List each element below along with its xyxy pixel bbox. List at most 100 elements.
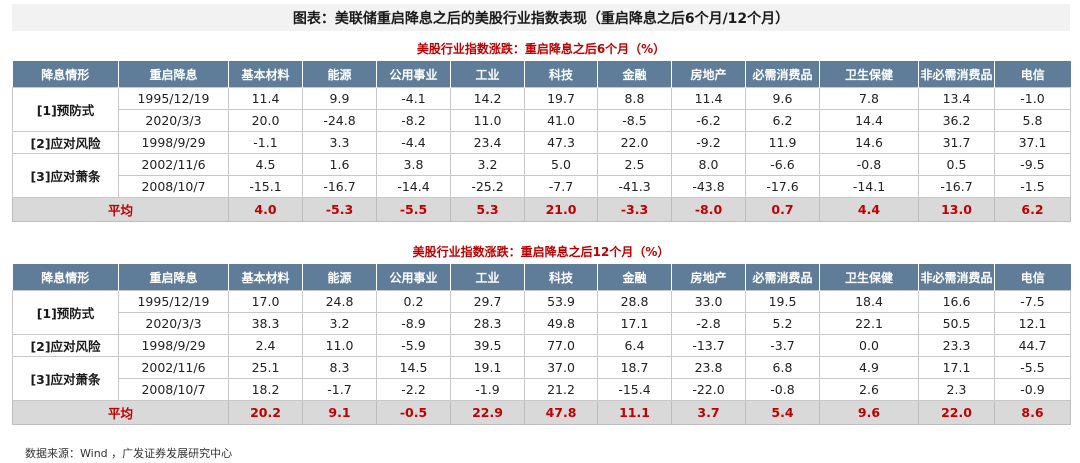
value-cell: -43.8 [671, 175, 746, 198]
column-header: 重启降息 [118, 264, 229, 291]
column-header: 卫生保健 [819, 264, 919, 291]
value-cell: 9.6 [745, 87, 820, 110]
value-cell: 18.2 [228, 378, 303, 401]
value-cell: 17.0 [228, 290, 303, 313]
value-cell: 37.1 [994, 131, 1071, 154]
table-12-months: 降息情形 重启降息 基本材料 能源 公用事业 工业 科技 金融 房地产 必需消费品 卫生保健 非必需消… [12, 264, 1071, 425]
average-value-cell: 13.0 [918, 197, 995, 222]
value-cell: -4.4 [376, 131, 451, 154]
value-cell: -3.7 [745, 334, 820, 357]
value-cell: 2.5 [597, 153, 672, 176]
table-row: 2008/10/7 -15.1 -16.7 -14.4 -25.2 -7.7 -41.3 -4… [13, 175, 1071, 198]
value-cell: 37.0 [524, 356, 598, 379]
value-cell: -14.4 [376, 175, 451, 198]
value-cell: 49.8 [524, 312, 598, 335]
value-cell: 23.4 [450, 131, 525, 154]
value-cell: -5.5 [994, 356, 1071, 379]
value-cell: 3.8 [376, 153, 451, 176]
scenario-label: [1]预防式 [12, 290, 119, 335]
value-cell: 14.5 [376, 356, 451, 379]
average-row: 平均 4.0 -5.3 -5.5 5.3 21.0 -3.3 -8.0 0.7 4.4 13.0 6.… [12, 197, 1071, 222]
value-cell: 36.2 [918, 109, 995, 132]
restart-date-cell: 2002/11/6 [118, 356, 229, 379]
value-cell: 77.0 [524, 334, 598, 357]
average-value-cell: 22.9 [450, 400, 525, 425]
column-header: 卫生保健 [819, 61, 919, 88]
value-cell: -1.9 [450, 378, 525, 401]
value-cell: 11.0 [302, 334, 377, 357]
value-cell: 41.0 [524, 109, 598, 132]
value-cell: -24.8 [302, 109, 377, 132]
average-value-cell: -3.3 [597, 197, 672, 222]
value-cell: 12.1 [994, 312, 1071, 335]
value-cell: 25.1 [228, 356, 303, 379]
value-cell: 21.2 [524, 378, 598, 401]
value-cell: -4.1 [376, 87, 451, 110]
value-cell: 20.0 [228, 109, 303, 132]
value-cell: 17.1 [918, 356, 995, 379]
value-cell: -1.0 [994, 87, 1071, 110]
value-cell: 0.2 [376, 290, 451, 313]
restart-date-cell: 1995/12/19 [118, 290, 229, 313]
value-cell: 16.6 [918, 290, 995, 313]
average-row: 平均 20.2 9.1 -0.5 22.9 47.8 11.1 3.7 5.4 9.6 22.0 8.… [12, 400, 1071, 425]
value-cell: 23.3 [918, 334, 995, 357]
table-row: [1]预防式 1995/12/19 11.4 9.9 -4.1 14.2 19.7 8.8 11… [12, 87, 1071, 132]
value-cell: 28.3 [450, 312, 525, 335]
column-header: 科技 [524, 264, 598, 291]
value-cell: -17.6 [745, 175, 820, 198]
value-cell: 14.2 [450, 87, 525, 110]
column-header: 降息情形 [12, 264, 119, 291]
restart-date-cell: 2020/3/3 [118, 109, 229, 132]
value-cell: -41.3 [597, 175, 672, 198]
scenario-label: [2]应对风险 [12, 131, 119, 154]
table-row: [2]应对风险 1998/9/29 2.4 11.0 -5.9 39.5 77.0 6.4 -1… [12, 334, 1071, 357]
column-header: 电信 [994, 61, 1071, 88]
table-row: [2]应对风险 1998/9/29 -1.1 3.3 -4.4 23.4 47.3 22.0-… [12, 131, 1071, 154]
value-cell: 44.7 [994, 334, 1071, 357]
figure-title: 图表：美联储重启降息之后的美股行业指数表现（重启降息之后6个月/12个月） [12, 4, 1070, 31]
table-row: 2020/3/3 20.0 -24.8 -8.2 11.0 41.0 -8.5 -6.2 6.2… [13, 109, 1071, 132]
value-cell: 38.3 [228, 312, 303, 335]
column-header: 工业 [450, 264, 525, 291]
value-cell: 47.3 [524, 131, 598, 154]
restart-date-cell: 2008/10/7 [118, 175, 229, 198]
column-header: 必需消费品 [745, 61, 820, 88]
scenario-label: [2]应对风险 [12, 334, 119, 357]
scenario-label: [3]应对萧条 [12, 153, 119, 198]
value-cell: 19.1 [450, 356, 525, 379]
value-cell: -5.9 [376, 334, 451, 357]
column-header: 房地产 [671, 264, 746, 291]
average-value-cell: 21.0 [524, 197, 598, 222]
table-body: [1]预防式 1995/12/19 11.4 9.9 -4.1 14.2 19.7 8.8 11… [12, 87, 1071, 222]
column-header: 基本材料 [228, 264, 303, 291]
average-value-cell: 0.7 [745, 197, 820, 222]
value-cell: 19.5 [745, 290, 820, 313]
value-cell: 5.0 [524, 153, 598, 176]
value-cell: -0.8 [819, 153, 919, 176]
average-value-cell: 20.2 [228, 400, 303, 425]
average-value-cell: 5.3 [450, 197, 525, 222]
value-cell: 33.0 [671, 290, 746, 313]
table-6m-subtitle: 美股行业指数涨跌：重启降息之后6个月（%） [416, 42, 666, 56]
column-header: 科技 [524, 61, 598, 88]
value-cell: 3.2 [450, 153, 525, 176]
value-cell: -2.2 [376, 378, 451, 401]
value-cell: 53.9 [524, 290, 598, 313]
column-header: 房地产 [671, 61, 746, 88]
value-cell: 14.6 [819, 131, 919, 154]
value-cell: 18.7 [597, 356, 672, 379]
value-cell: -8.2 [376, 109, 451, 132]
value-cell: -8.5 [597, 109, 672, 132]
value-cell: 50.5 [918, 312, 995, 335]
value-cell: 4.9 [819, 356, 919, 379]
value-cell: 39.5 [450, 334, 525, 357]
value-cell: 6.8 [745, 356, 820, 379]
restart-date-cell: 2008/10/7 [118, 378, 229, 401]
average-value-cell: 9.6 [819, 400, 919, 425]
value-cell: -22.0 [671, 378, 746, 401]
value-cell: 6.4 [597, 334, 672, 357]
value-cell: -25.2 [450, 175, 525, 198]
average-value-cell: -5.3 [302, 197, 377, 222]
data-source-note: 数据来源：Wind ，广发证券发展研究中心 [25, 447, 233, 460]
